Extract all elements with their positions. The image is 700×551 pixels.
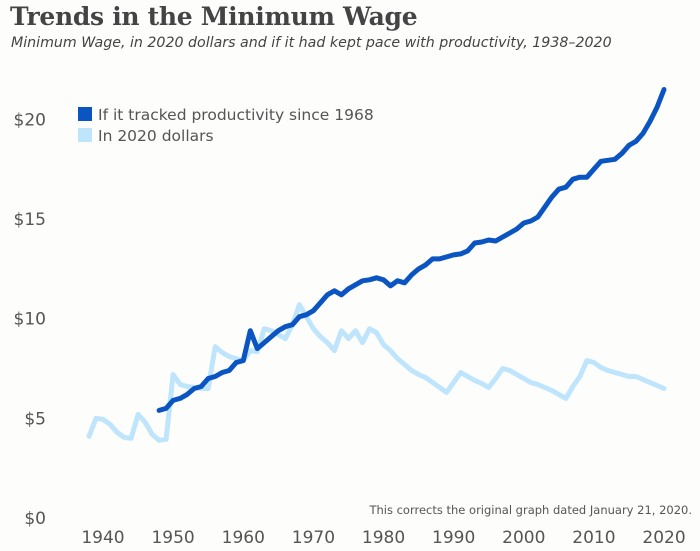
correction-note: This corrects the original graph dated J… <box>368 503 692 517</box>
x-tick-label: 2010 <box>572 528 615 548</box>
legend-label-2020-dollars: In 2020 dollars <box>98 127 214 145</box>
y-tick-label: $0 <box>24 509 46 529</box>
y-tick-label: $15 <box>14 210 46 230</box>
x-tick-label: 1950 <box>151 528 194 548</box>
x-tick-label: 1990 <box>432 528 475 548</box>
legend-label-productivity: If it tracked productivity since 1968 <box>98 106 374 124</box>
plot-lines <box>86 87 667 443</box>
x-tick-label: 1940 <box>81 528 124 548</box>
x-axis: 1940 1950 1960 1970 1980 1990 2000 2010 2020 <box>81 528 685 548</box>
x-tick-label: 2020 <box>642 528 685 548</box>
series-line-productivity <box>156 87 667 413</box>
x-tick-label: 1970 <box>292 528 335 548</box>
y-axis: $0 $5 $10 $15 $20 <box>14 110 46 529</box>
series-line-2020-dollars <box>86 302 667 443</box>
x-tick-label: 1960 <box>222 528 265 548</box>
y-tick-label: $20 <box>14 110 46 130</box>
legend-swatch-2020-dollars <box>78 128 92 142</box>
x-tick-label: 2000 <box>502 528 545 548</box>
chart-subtitle: Minimum Wage, in 2020 dollars and if it … <box>11 35 612 51</box>
y-tick-label: $10 <box>14 310 46 330</box>
x-tick-label: 1980 <box>362 528 405 548</box>
legend-swatch-productivity <box>78 107 92 121</box>
y-tick-label: $5 <box>24 409 46 429</box>
chart-title: Trends in the Minimum Wage <box>10 2 418 31</box>
legend: If it tracked productivity since 1968 In… <box>78 106 374 145</box>
